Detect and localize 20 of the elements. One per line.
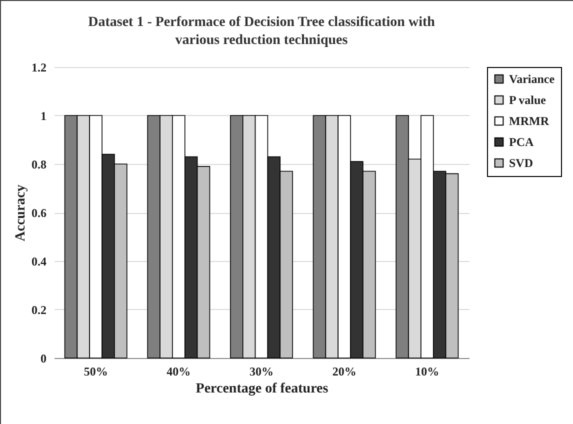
- x-tick-label: 10%: [415, 364, 440, 378]
- legend-label: Variance: [509, 72, 556, 86]
- y-axis-title: Accuracy: [14, 184, 28, 242]
- chart-title: Dataset 1 - Performace of Decision Tree classification with various reduction techniques: [88, 15, 436, 48]
- legend-label: P value: [509, 93, 547, 107]
- legend-label: PCA: [509, 135, 534, 149]
- x-tick-label: 40%: [166, 364, 191, 378]
- y-tick-label: 0.6: [32, 206, 46, 220]
- x-tick-label: 30%: [250, 364, 274, 378]
- legend-label: MRMR: [509, 114, 550, 128]
- y-tick-label: 0.4: [32, 254, 46, 268]
- x-axis-title: Percentage of features: [196, 382, 329, 396]
- y-tick-label: 0: [40, 352, 46, 366]
- y-tick-label: 0.2: [32, 303, 46, 317]
- x-tick-label: 20%: [332, 364, 356, 378]
- y-tick-label: 0.8: [32, 158, 46, 172]
- y-tick-label: 1: [40, 109, 46, 123]
- legend-label: SVD: [509, 156, 534, 170]
- y-tick-label: 1.2: [32, 60, 46, 74]
- x-tick-label: 50%: [84, 364, 108, 378]
